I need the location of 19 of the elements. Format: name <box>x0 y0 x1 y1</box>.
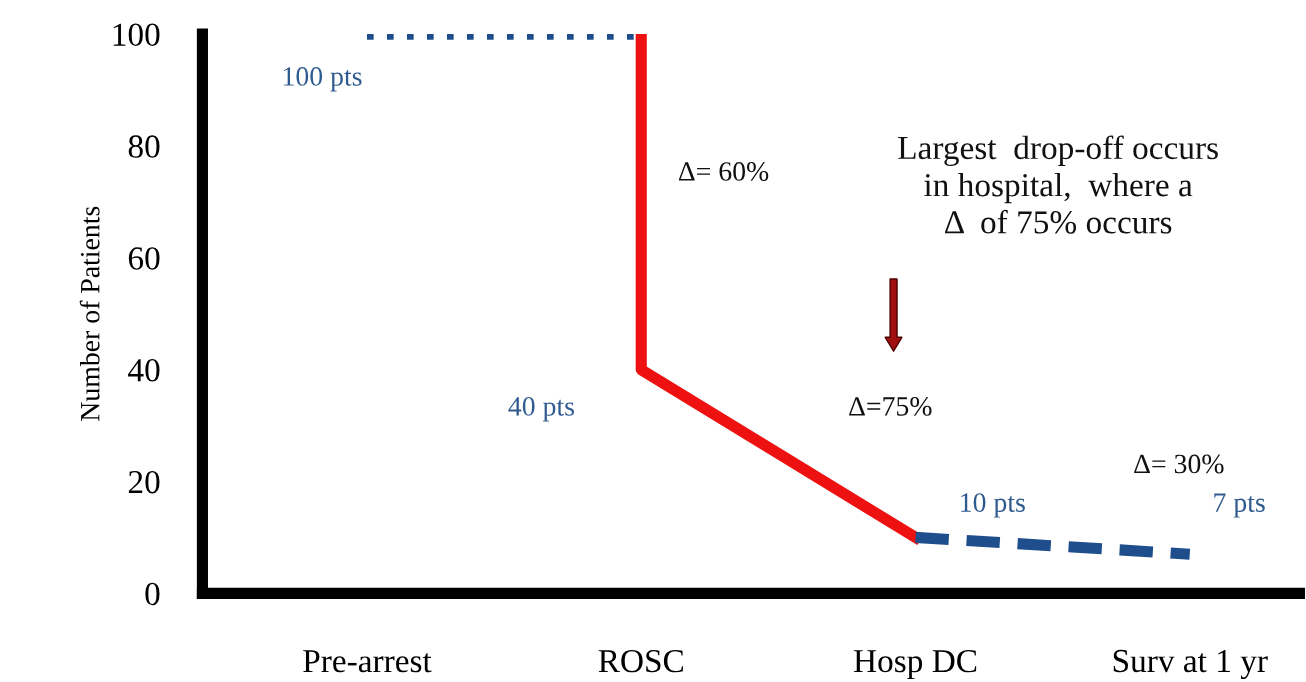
y-axis-title: Number of Patients <box>79 206 100 421</box>
y-tick-label: 80 <box>128 135 160 158</box>
x-tick-label: Pre-arrest <box>303 650 432 673</box>
annotation: Δ= 30% <box>1134 454 1224 474</box>
y-tick-label: 60 <box>128 247 160 270</box>
annotation: Largest drop-off occurs in hospital, where a Δ of 75% occurs <box>898 135 1218 234</box>
annotation: Δ=75% <box>849 397 932 416</box>
annotation: 7 pts <box>1214 493 1265 518</box>
annotation: 10 pts <box>961 493 1025 518</box>
y-tick-label: 0 <box>145 582 160 606</box>
annotation: 100 pts <box>283 67 362 92</box>
y-tick-label: 40 <box>128 359 160 382</box>
x-tick-label: Hosp DC <box>853 649 977 680</box>
annotation: Δ= 60% <box>678 162 769 181</box>
x-tick-label: ROSC <box>598 649 683 673</box>
annotation: 40 pts <box>508 397 574 422</box>
x-tick-label: Surv at 1 yr <box>1113 649 1268 680</box>
y-tick-label: 20 <box>128 470 160 494</box>
y-tick-label: 100 <box>113 23 160 46</box>
